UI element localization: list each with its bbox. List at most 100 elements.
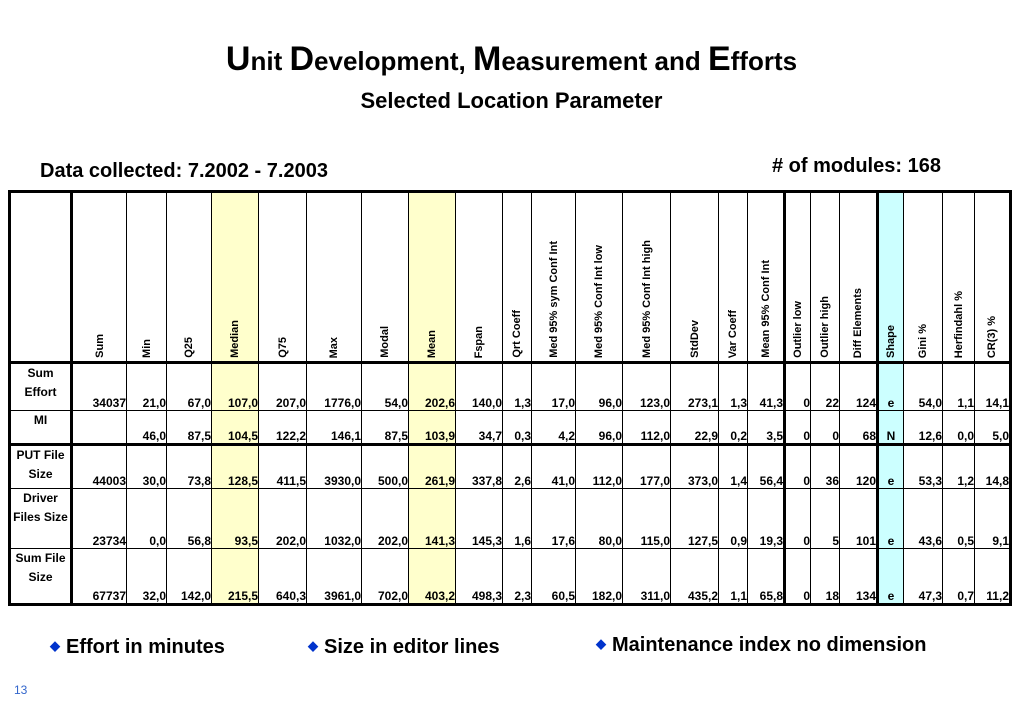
column-header: Max: [306, 191, 362, 363]
slide-title: Unit Development, Measurement and Effort…: [0, 40, 1023, 78]
table-cell: 373,0: [670, 443, 719, 489]
column-header: Q75: [258, 191, 307, 363]
table-cell: 36: [810, 443, 840, 489]
table-cell: 5: [810, 488, 840, 549]
row-label-line: Driver: [23, 491, 58, 505]
slide-subtitle: Selected Location Parameter: [360, 88, 663, 113]
table-cell: 403,2: [408, 548, 456, 605]
column-header: Med 95% Conf Int low: [575, 191, 623, 363]
title-part: Development,: [289, 40, 473, 78]
note-maintenance: ◆ Maintenance index no dimension: [596, 634, 927, 656]
table-cell: 1,1: [942, 361, 975, 411]
table-cell: 21,0: [126, 361, 167, 411]
table-cell: 141,3: [408, 488, 456, 549]
page-number: 13: [14, 683, 28, 697]
table-cell: 41,3: [747, 361, 786, 411]
table-cell: 1,2: [942, 443, 975, 489]
column-header: CR(3) %: [974, 191, 1011, 363]
table-cell: 46,0: [126, 410, 167, 445]
table-cell: 146,1: [306, 410, 362, 445]
table-cell: 1,6: [502, 488, 532, 549]
table-cell: 128,5: [211, 443, 259, 489]
table-cell: e: [877, 488, 904, 549]
table-cell: 273,1: [670, 361, 719, 411]
table-cell: 0,0: [126, 488, 167, 549]
table-cell: 18: [810, 548, 840, 605]
table-cell: 0: [784, 361, 811, 411]
row-label: Sum File Size: [9, 548, 73, 605]
table-cell: 0,7: [942, 548, 975, 605]
table-cell: 311,0: [622, 548, 671, 605]
row-label-line: Sum: [27, 366, 54, 380]
column-header: Herfindahl %: [942, 191, 975, 363]
table-cell: 207,0: [258, 361, 307, 411]
table-body: Sum Effort 34037 21,0 67,0 107,0 207,0 1776,0 54…: [9, 361, 1011, 605]
table-cell: 2,6: [502, 443, 532, 489]
table-cell: 104,5: [211, 410, 259, 445]
table-cell: 101: [839, 488, 879, 549]
row-label-line: Sum File: [15, 551, 66, 565]
module-count-label: # of modules: 168: [772, 155, 941, 177]
column-header: Shape: [877, 191, 904, 363]
table-cell: 67737: [71, 548, 127, 605]
table-cell: 9,1: [974, 488, 1011, 549]
table-cell: 0,5: [942, 488, 975, 549]
column-header: Var Coeff: [718, 191, 748, 363]
column-header: Q25: [166, 191, 212, 363]
table-cell: 0,3: [502, 410, 532, 445]
column-header: Modal: [361, 191, 409, 363]
column-header: Outlier high: [810, 191, 840, 363]
table-cell: 44003: [71, 443, 127, 489]
corner-cell: [9, 191, 73, 363]
table-cell: 87,5: [166, 410, 212, 445]
table-row: Sum Effort 34037 21,0 67,0 107,0 207,0 1776,0 54…: [9, 361, 1011, 411]
table-cell: 120: [839, 443, 879, 489]
column-header: Med 95% Conf Int high: [622, 191, 671, 363]
table-cell: 3,5: [747, 410, 786, 445]
row-label-line: Size: [28, 570, 53, 584]
table-cell: 1,3: [502, 361, 532, 411]
table-cell: 54,0: [361, 361, 409, 411]
table-cell: 140,0: [455, 361, 503, 411]
table-row: MI 46,0 87,5 104,5 122,2 146,1 87,5 103,9 34,7 0,…: [9, 410, 1011, 445]
row-label: PUT File Size: [9, 443, 73, 489]
row-label: Sum Effort: [9, 361, 73, 411]
table-cell: 1032,0: [306, 488, 362, 549]
table-cell: 0,2: [718, 410, 748, 445]
table-cell: 107,0: [211, 361, 259, 411]
table-cell: e: [877, 443, 904, 489]
column-header: Qrt Coeff: [502, 191, 532, 363]
row-label-line: PUT File: [16, 448, 65, 462]
table-cell: 14,8: [974, 443, 1011, 489]
table-cell: 2,3: [502, 548, 532, 605]
table-cell: 23734: [71, 488, 127, 549]
table-cell: 134: [839, 548, 879, 605]
table-cell: 411,5: [258, 443, 307, 489]
column-header: Sum: [71, 191, 127, 363]
table-cell: 34,7: [455, 410, 503, 445]
table-cell: 80,0: [575, 488, 623, 549]
table-cell: 0: [784, 488, 811, 549]
table-cell: 0: [784, 410, 811, 445]
table-cell: 41,0: [531, 443, 576, 489]
table-cell: 215,5: [211, 548, 259, 605]
header-row: Sum Min Q25 Median Q75 Max Modal Mean Fs…: [9, 191, 1011, 363]
table-cell: 202,0: [258, 488, 307, 549]
diamond-bullet-icon: ◆: [596, 636, 606, 651]
table-cell: 14,1: [974, 361, 1011, 411]
table-cell: 96,0: [575, 361, 623, 411]
row-label: Driver Files Size: [9, 488, 73, 549]
table-cell: 19,3: [747, 488, 786, 549]
table-cell: 68: [839, 410, 879, 445]
table-cell: 30,0: [126, 443, 167, 489]
table-cell: 0,0: [942, 410, 975, 445]
table-cell: 47,3: [903, 548, 943, 605]
table-cell: 123,0: [622, 361, 671, 411]
table-cell: 96,0: [575, 410, 623, 445]
table-cell: 4,2: [531, 410, 576, 445]
parameter-table: Sum Min Q25 Median Q75 Max Modal Mean Fs…: [8, 190, 1012, 606]
table-cell: 142,0: [166, 548, 212, 605]
column-header: Min: [126, 191, 167, 363]
table-cell: 3961,0: [306, 548, 362, 605]
table-cell: 34037: [71, 361, 127, 411]
